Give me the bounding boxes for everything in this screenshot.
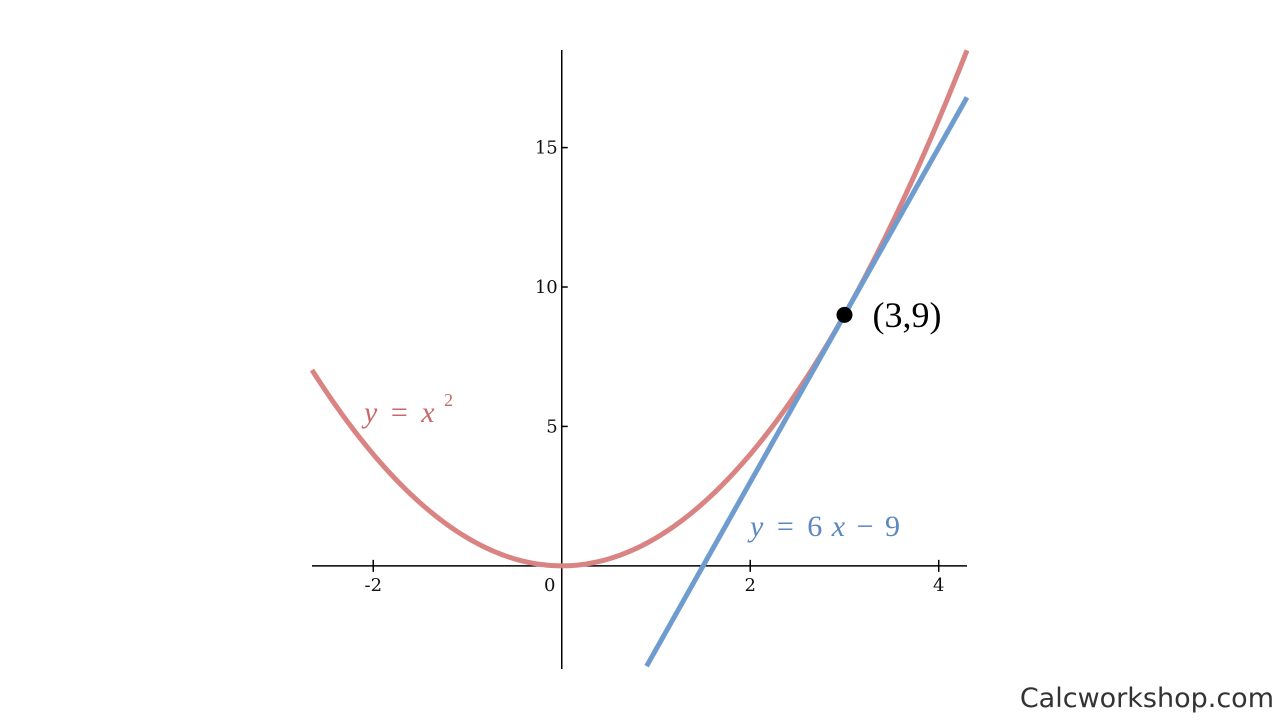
x-tick-label: 2: [745, 575, 756, 596]
y-tick-label: 10: [535, 277, 558, 298]
tangent-equation-label: y = 6 x − 9: [747, 510, 900, 543]
ticks: -2 0 2 4 5 10 15: [364, 138, 944, 596]
x-tick-label: 4: [933, 575, 944, 596]
watermark: Calcworkshop.com: [1019, 683, 1274, 714]
point-label: (3,9): [872, 295, 941, 335]
parabola-series: [309, 49, 970, 569]
y-tick-label: 15: [535, 138, 558, 159]
x-tick-label: 0: [544, 575, 555, 596]
x-tick-label: -2: [364, 575, 382, 596]
parabola-equation-label: y = x 2: [361, 390, 453, 429]
tangent-line-series: [644, 96, 970, 668]
point-of-tangency: [836, 306, 853, 323]
y-tick-label: 5: [546, 416, 557, 437]
axes: [312, 50, 967, 669]
